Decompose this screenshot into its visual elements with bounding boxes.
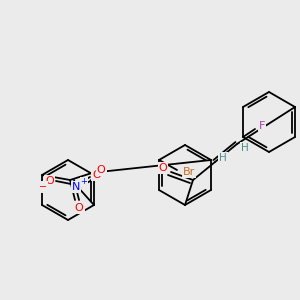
Text: −: − (39, 182, 47, 192)
Text: O: O (46, 176, 54, 186)
Text: O: O (97, 165, 105, 175)
Text: F: F (259, 121, 265, 131)
Text: O: O (93, 170, 101, 180)
Text: H: H (219, 153, 227, 163)
Text: H: H (241, 143, 249, 153)
Text: N: N (72, 182, 80, 192)
Text: +: + (80, 178, 87, 187)
Text: O: O (159, 163, 167, 173)
Text: O: O (75, 203, 83, 213)
Text: Br: Br (183, 167, 195, 177)
